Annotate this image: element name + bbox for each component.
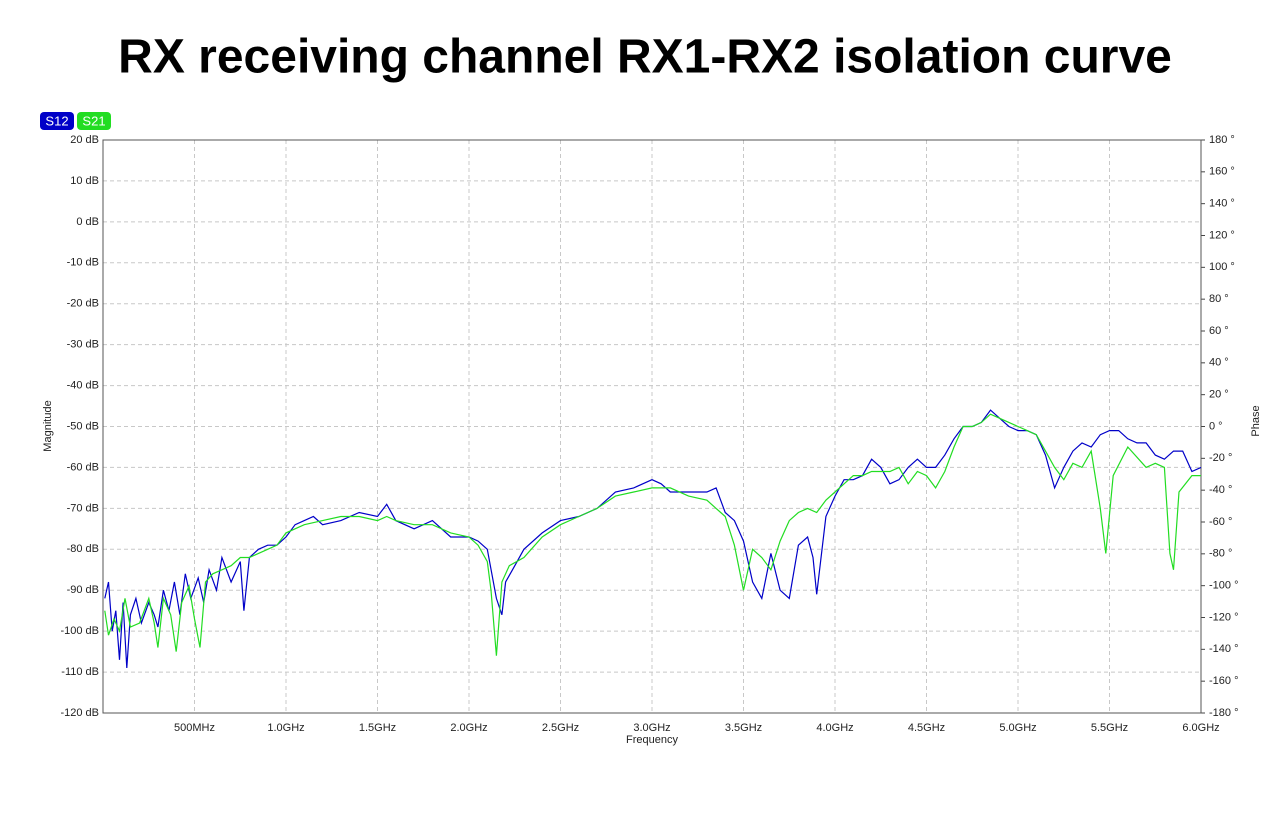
y2-tick-label: -40 °: [1209, 484, 1232, 496]
y2-tick-label: -160 °: [1209, 675, 1238, 687]
y2-tick-label: -100 °: [1209, 580, 1238, 592]
x-axis-label: Frequency: [626, 734, 678, 746]
y-axis-label: Magnitude: [42, 400, 54, 451]
y-tick-label: -80 dB: [67, 543, 99, 555]
y2-tick-label: 80 °: [1209, 293, 1229, 305]
legend-swatch: [40, 112, 74, 130]
y-tick-label: -100 dB: [60, 625, 99, 637]
y2-tick-label: 40 °: [1209, 357, 1229, 369]
y-tick-label: -40 dB: [67, 379, 99, 391]
legend-swatch: [77, 112, 111, 130]
y2-tick-label: 20 °: [1209, 389, 1229, 401]
x-tick-label: 5.0GHz: [999, 722, 1036, 734]
chart-title: RX receiving channel RX1-RX2 isolation c…: [118, 31, 1172, 84]
y2-tick-label: 0 °: [1209, 420, 1223, 432]
legend: S12 S21: [40, 112, 111, 130]
x-tick-label: 3.0GHz: [633, 722, 670, 734]
y2-axis-label: Phase: [1250, 405, 1262, 436]
y2-tick-label: 100 °: [1209, 261, 1235, 273]
y-tick-label: 0 dB: [76, 216, 99, 228]
x-tick-label: 2.5GHz: [542, 722, 579, 734]
y2-tick-label: -20 °: [1209, 452, 1232, 464]
x-tick-label: 5.5GHz: [1091, 722, 1128, 734]
y-tick-label: -30 dB: [67, 339, 99, 351]
y2-tick-label: -120 °: [1209, 611, 1238, 623]
y-tick-label: -20 dB: [67, 298, 99, 310]
y-tick-label: -90 dB: [67, 584, 99, 596]
y-tick-label: -120 dB: [60, 707, 99, 719]
legend-label: S21: [82, 113, 105, 128]
x-tick-label: 4.5GHz: [908, 722, 945, 734]
y2-tick-label: 120 °: [1209, 229, 1235, 241]
y2-tick-label: -60 °: [1209, 516, 1232, 528]
x-tick-label: 1.0GHz: [267, 722, 304, 734]
y2-tick-label: -80 °: [1209, 548, 1232, 560]
y-tick-label: -50 dB: [67, 420, 99, 432]
y2-tick-label: 160 °: [1209, 166, 1235, 178]
y2-tick-label: -140 °: [1209, 643, 1238, 655]
y-tick-label: -110 dB: [61, 666, 99, 678]
plot-frame: [102, 139, 1202, 714]
legend-label: S12: [45, 113, 68, 128]
y2-tick-label: 180 °: [1209, 134, 1235, 146]
y2-tick-label: -180 °: [1209, 707, 1238, 719]
x-tick-label: 4.0GHz: [816, 722, 853, 734]
y2-tick-label: 140 °: [1209, 198, 1235, 210]
x-tick-label: 2.0GHz: [450, 722, 487, 734]
x-tick-label: 6.0GHz: [1182, 722, 1219, 734]
series-line: [104, 413, 1201, 656]
y-tick-label: -70 dB: [67, 502, 99, 514]
x-tick-label: 1.5GHz: [359, 722, 396, 734]
x-tick-label: 3.5GHz: [725, 722, 762, 734]
y-tick-label: -60 dB: [67, 461, 99, 473]
y-tick-label: -10 dB: [67, 257, 99, 269]
series-line: [104, 409, 1202, 669]
y-tick-label: 10 dB: [70, 175, 99, 187]
y2-tick-label: 60 °: [1209, 325, 1229, 337]
x-tick-label: 500MHz: [174, 722, 215, 734]
y-tick-label: 20 dB: [70, 134, 99, 146]
